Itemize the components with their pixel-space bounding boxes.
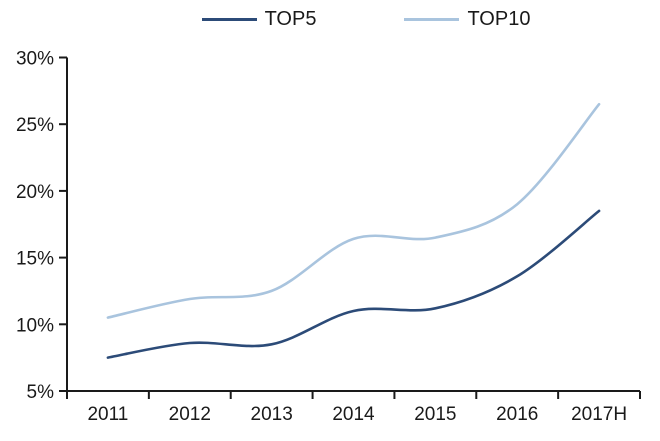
y-tick-label: 30% <box>16 49 54 70</box>
y-tick-label: 10% <box>16 315 54 336</box>
x-tick-label: 2016 <box>496 404 538 425</box>
top10-line-swatch-icon <box>404 17 460 21</box>
legend-label-top10: TOP10 <box>467 8 531 30</box>
y-tick-label: 5% <box>27 382 55 403</box>
x-tick-label: 2012 <box>169 404 211 425</box>
y-tick-label: 15% <box>16 249 54 270</box>
y-tick-label: 25% <box>16 115 54 136</box>
x-tick-label: 2015 <box>414 404 456 425</box>
y-tick-label: 20% <box>16 182 54 203</box>
top5-line-swatch-icon <box>201 17 257 21</box>
legend-item-top5: TOP5 <box>201 8 317 30</box>
x-tick-label: 2014 <box>332 404 375 425</box>
series-line-top5 <box>106 209 601 359</box>
series-line-top10 <box>106 102 601 319</box>
legend-item-top10: TOP10 <box>404 9 530 29</box>
legend-label-top5: TOP5 <box>264 8 317 30</box>
x-tick-label: 2011 <box>87 404 128 425</box>
x-tick-label: 2013 <box>251 404 293 425</box>
chart-legend: TOP5 TOP10 <box>36 9 660 29</box>
x-tick-label: 2017H <box>571 404 627 425</box>
